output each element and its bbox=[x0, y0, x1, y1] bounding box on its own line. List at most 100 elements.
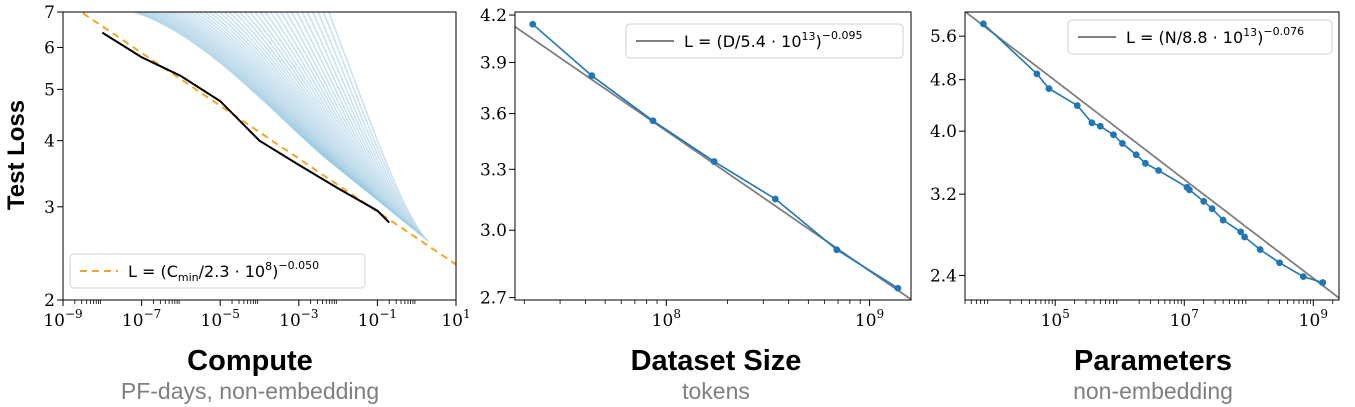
x-tick-label: 101 bbox=[441, 307, 470, 331]
training-run-line bbox=[327, 12, 430, 242]
y-axis-label: Test Loss bbox=[3, 100, 30, 210]
data-point bbox=[1132, 151, 1140, 159]
x-tick-label: 109 bbox=[855, 307, 884, 331]
data-point bbox=[1319, 279, 1327, 286]
data-point bbox=[529, 20, 537, 28]
data-point bbox=[1096, 122, 1104, 130]
y-tick-label: 5.6 bbox=[930, 27, 957, 47]
data-point bbox=[1299, 273, 1307, 281]
training-run-line bbox=[301, 12, 419, 234]
data-point bbox=[1119, 140, 1126, 147]
x-axis-label: Dataset Size bbox=[631, 345, 802, 377]
legend-box bbox=[1067, 19, 1333, 55]
plot-content bbox=[79, 12, 456, 266]
training-run-line bbox=[223, 12, 387, 208]
y-tick-label: 3 bbox=[44, 198, 55, 218]
data-point bbox=[1045, 85, 1053, 93]
x-axis-subtitle: tokens bbox=[682, 378, 750, 404]
y-tick-label: 2.7 bbox=[480, 289, 507, 309]
data-point bbox=[649, 117, 657, 125]
y-tick-label: 3.9 bbox=[480, 53, 507, 73]
y-tick-label: 4.2 bbox=[480, 6, 507, 26]
y-tick-label: 3.2 bbox=[930, 185, 957, 205]
data-point bbox=[1241, 233, 1248, 241]
data-point bbox=[894, 284, 902, 292]
training-run-line bbox=[212, 12, 383, 205]
legend: L = (D/5.4 · 1013)−0.095 bbox=[625, 23, 904, 59]
x-axis-label: Parameters bbox=[1074, 345, 1232, 377]
plot-frame bbox=[62, 11, 457, 301]
x-tick-label: 107 bbox=[1170, 307, 1199, 331]
training-run-line bbox=[233, 12, 392, 211]
plot-content bbox=[515, 20, 911, 300]
plot-area: 108 109 2.7 3.0 3.3 3.6 3.9 4.2 L = (D/5.4 · 101… bbox=[480, 6, 912, 331]
plot-frame bbox=[514, 11, 912, 301]
data-point bbox=[1219, 216, 1227, 224]
y-tick-label: 3.3 bbox=[480, 160, 507, 180]
legend-label: L = (Cmin/2.3 · 108)−0.050 bbox=[128, 259, 319, 284]
training-run-line bbox=[311, 12, 423, 237]
y-tick-label: 2 bbox=[44, 291, 55, 311]
x-tick-label: 10−5 bbox=[201, 307, 240, 331]
legend: L = (N/8.8 · 1013)−0.076 bbox=[1067, 19, 1333, 55]
training-run-line bbox=[317, 12, 425, 239]
y-tick-label: 3.0 bbox=[480, 221, 507, 241]
y-tick-label: 7 bbox=[44, 3, 55, 23]
training-run-line bbox=[295, 12, 417, 232]
x-axis-subtitle: non-embedding bbox=[1073, 378, 1233, 404]
y-tick-label: 3.6 bbox=[480, 105, 507, 125]
data-point bbox=[1142, 159, 1149, 167]
x-tick-label: 105 bbox=[1041, 307, 1070, 331]
series-line bbox=[532, 23, 899, 289]
data-point bbox=[979, 20, 987, 28]
data-point bbox=[1237, 228, 1245, 236]
legend: L = (Cmin/2.3 · 108)−0.050 bbox=[69, 253, 366, 289]
y-tick-label: 6 bbox=[44, 38, 55, 58]
training-run-line bbox=[238, 12, 394, 213]
y-tick-label: 5 bbox=[44, 80, 55, 100]
y-tick-label: 4.0 bbox=[930, 122, 957, 142]
data-point bbox=[1208, 205, 1216, 213]
parameters-panel: Parameters non-embedding 105 107 109 2.4 3.2… bbox=[930, 11, 1340, 404]
data-point bbox=[1256, 246, 1264, 253]
x-tick-label: 10−1 bbox=[358, 307, 397, 331]
data-point bbox=[833, 246, 841, 254]
legend-label: L = (N/8.8 · 1013)−0.076 bbox=[1126, 25, 1304, 47]
plot-content bbox=[965, 12, 1339, 299]
plot-area: 105 107 109 2.4 3.2 4.0 4.8 5.6 L = (N/8.8 · 101… bbox=[930, 11, 1340, 331]
x-tick-label: 10−7 bbox=[122, 307, 161, 331]
training-runs bbox=[131, 12, 430, 242]
training-run-line bbox=[143, 12, 350, 177]
training-run-line bbox=[306, 12, 421, 236]
fit-line bbox=[965, 12, 1339, 299]
data-point bbox=[771, 195, 779, 203]
training-run-line bbox=[243, 12, 396, 215]
x-tick-label: 10−9 bbox=[43, 307, 82, 331]
training-run-line bbox=[264, 12, 404, 222]
legend-box bbox=[625, 23, 904, 59]
x-tick-label: 10−3 bbox=[279, 307, 318, 331]
legend-label: L = (D/5.4 · 1013)−0.095 bbox=[684, 29, 862, 51]
y-tick-label: 2.4 bbox=[930, 266, 957, 286]
data-point bbox=[1276, 259, 1283, 267]
fit-line bbox=[79, 12, 456, 266]
training-run-line bbox=[259, 12, 402, 220]
data-point bbox=[1185, 186, 1193, 194]
series-line bbox=[982, 23, 1324, 284]
training-run-line bbox=[322, 12, 427, 241]
data-point bbox=[1088, 119, 1096, 127]
data-point bbox=[588, 72, 596, 80]
data-point bbox=[1073, 102, 1081, 109]
compute-panel: Test Loss Compute PF-days, non-embedding… bbox=[3, 3, 471, 404]
training-run-line bbox=[285, 12, 413, 229]
x-tick-label: 108 bbox=[652, 307, 681, 331]
data-point bbox=[710, 158, 718, 165]
training-run-line bbox=[274, 12, 409, 225]
plot-frame bbox=[964, 11, 1340, 301]
data-point bbox=[1033, 70, 1041, 78]
y-tick-label: 4 bbox=[44, 132, 55, 152]
training-run-line bbox=[269, 12, 406, 224]
x-axis-subtitle: PF-days, non-embedding bbox=[121, 378, 379, 404]
training-run-line bbox=[228, 12, 390, 210]
